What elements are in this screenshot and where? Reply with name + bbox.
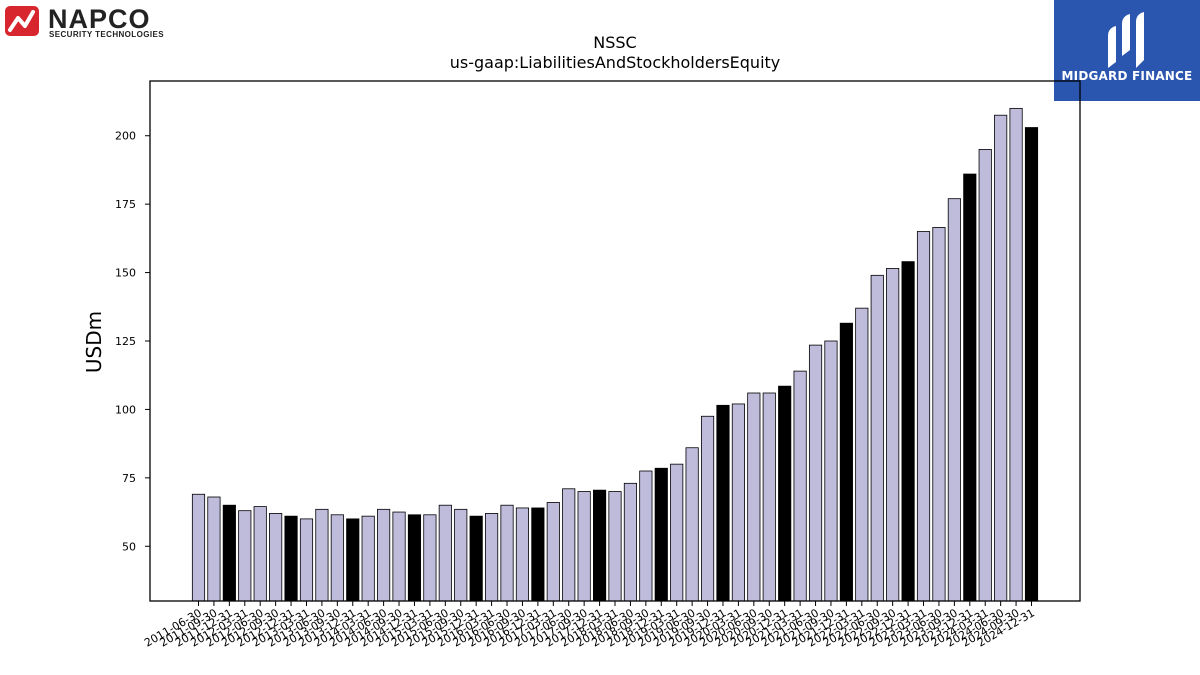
napco-logo-glyph bbox=[8, 10, 35, 32]
bar-2020-06-30 bbox=[747, 392, 761, 602]
bar-2019-03-31 bbox=[670, 463, 684, 602]
midgard-logo-name: MIDGARD FINANCE bbox=[1061, 69, 1193, 83]
napco-logo-tagline: SECURITY TECHNOLOGIES bbox=[49, 30, 164, 39]
bar-2019-12-31 bbox=[716, 404, 730, 602]
bar-2012-03-31 bbox=[238, 510, 252, 602]
bar-2017-06-30 bbox=[562, 488, 576, 602]
bar-2019-06-30 bbox=[685, 447, 699, 602]
bar-2015-03-31 bbox=[423, 514, 437, 602]
bar-2011-12-31 bbox=[222, 504, 236, 602]
y-tick-label: 150 bbox=[115, 267, 136, 280]
napco-logo: NAPCO SECURITY TECHNOLOGIES bbox=[4, 4, 214, 40]
bar-2011-09-30 bbox=[207, 496, 221, 602]
bar-2015-09-30 bbox=[454, 508, 468, 602]
y-axis-label: USDm bbox=[82, 311, 106, 373]
bar-group bbox=[191, 107, 1039, 602]
bar-2011-06-30 bbox=[191, 493, 206, 602]
x-axis: 2011-06-302011-09-302011-12-312012-03-31… bbox=[142, 601, 1037, 650]
bar-2018-03-31 bbox=[608, 491, 622, 602]
bar-2014-09-30 bbox=[392, 511, 406, 602]
y-tick-label: 200 bbox=[115, 130, 136, 143]
chart-subtitle: us-gaap:LiabilitiesAndStockholdersEquity bbox=[450, 53, 781, 72]
bar-2021-06-30 bbox=[808, 344, 823, 602]
plot-frame bbox=[149, 80, 1081, 602]
bar-2024-06-30 bbox=[994, 114, 1008, 602]
bar-2018-12-31 bbox=[654, 467, 668, 602]
y-tick-label: 75 bbox=[122, 472, 136, 485]
midgard-finance-logo: MIDGARD FINANCE bbox=[1054, 0, 1200, 101]
bar-2022-03-31 bbox=[855, 307, 869, 602]
bar-2017-03-31 bbox=[546, 502, 560, 602]
bar-2013-12-31 bbox=[346, 518, 360, 602]
bar-2017-09-30 bbox=[577, 491, 591, 602]
bar-2022-06-30 bbox=[870, 274, 884, 602]
bar-2022-09-30 bbox=[886, 268, 900, 602]
chart-title: NSSC bbox=[593, 33, 636, 52]
bar-2016-06-30 bbox=[500, 504, 514, 602]
bar-2023-03-31 bbox=[916, 231, 931, 602]
y-axis: 50 75 100 125 150 175 200 bbox=[115, 130, 150, 553]
bar-2023-06-30 bbox=[932, 227, 946, 602]
y-tick-label: 50 bbox=[122, 540, 136, 553]
bar-2012-09-30 bbox=[269, 513, 283, 602]
bar-2016-12-31 bbox=[531, 507, 545, 602]
bar-2014-03-31 bbox=[361, 515, 375, 602]
y-tick-label: 125 bbox=[115, 335, 136, 348]
bar-2013-09-30 bbox=[330, 514, 344, 602]
bar-2018-06-30 bbox=[623, 482, 638, 602]
bar-2020-09-30 bbox=[762, 392, 776, 602]
y-tick-label: 100 bbox=[115, 403, 136, 416]
midgard-logo-mark bbox=[1108, 12, 1144, 68]
bar-2023-09-30 bbox=[947, 198, 961, 602]
bar-2024-03-31 bbox=[978, 149, 992, 602]
bar-2015-06-30 bbox=[438, 504, 452, 602]
bar-2020-12-31 bbox=[778, 385, 792, 602]
bar-2013-06-30 bbox=[315, 508, 329, 602]
bar-2020-03-31 bbox=[731, 403, 745, 602]
bar-2013-03-31 bbox=[299, 518, 314, 602]
napco-logo-name: NAPCO bbox=[48, 4, 151, 34]
bar-2018-09-30 bbox=[639, 470, 653, 602]
bar-2012-06-30 bbox=[253, 506, 267, 602]
bar-2014-06-30 bbox=[377, 508, 391, 602]
bar-2024-12-31 bbox=[1024, 127, 1039, 602]
bar-2023-12-31 bbox=[963, 173, 977, 602]
bar-2016-09-30 bbox=[515, 507, 530, 602]
bar-2015-12-31 bbox=[469, 515, 483, 602]
bar-2014-12-31 bbox=[407, 514, 422, 602]
bar-2021-03-31 bbox=[793, 370, 807, 602]
bar-2021-12-31 bbox=[839, 322, 853, 602]
bar-2021-09-30 bbox=[824, 340, 838, 602]
bar-2016-03-31 bbox=[485, 513, 499, 602]
bar-2019-09-30 bbox=[700, 415, 715, 602]
bar-2024-09-30 bbox=[1009, 107, 1023, 602]
bar-2012-12-31 bbox=[284, 515, 298, 602]
bar-2017-12-31 bbox=[593, 489, 607, 602]
bar-2022-12-31 bbox=[901, 261, 915, 602]
y-tick-label: 175 bbox=[115, 198, 136, 211]
